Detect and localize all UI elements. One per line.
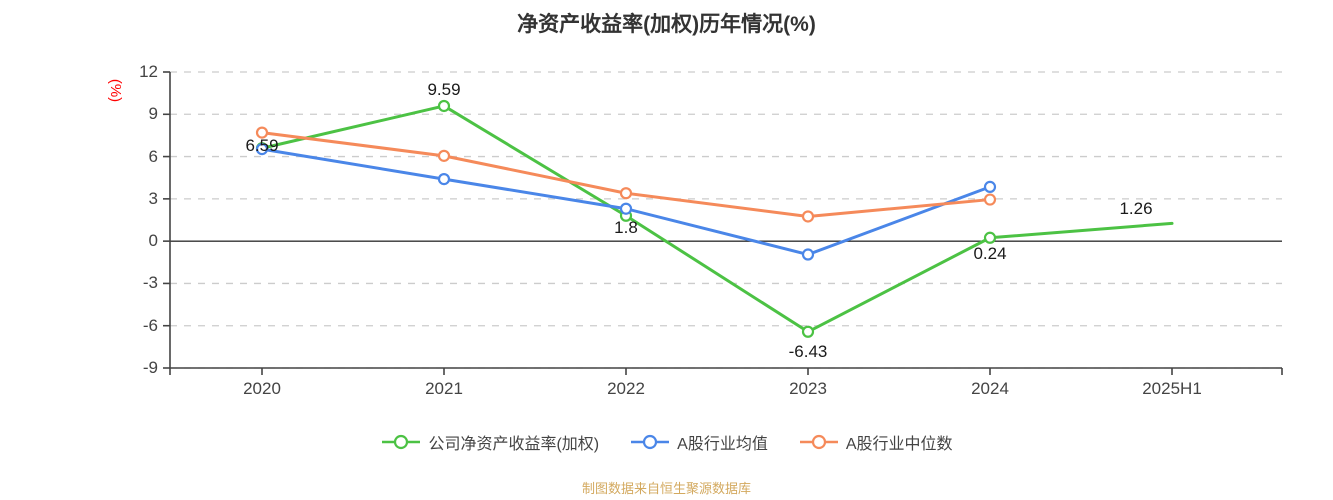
- y-tick-label: 12: [139, 62, 158, 81]
- x-tick-label: 2025H1: [1142, 379, 1202, 398]
- legend-marker-icon: [799, 434, 838, 450]
- series-marker: [255, 126, 269, 139]
- series-line: [260, 147, 992, 257]
- y-tick-label: 9: [148, 104, 158, 124]
- series-marker: [801, 325, 815, 338]
- legend-item[interactable]: A股行业中位数: [798, 430, 953, 454]
- series-marker: [619, 187, 633, 200]
- series-marker: [619, 202, 633, 215]
- y-tick-label: -9: [142, 358, 158, 377]
- series-marker: [437, 99, 451, 113]
- legend-label: A股行业中位数: [845, 436, 953, 453]
- legend-item[interactable]: 公司净资产收益率(加权): [380, 430, 599, 454]
- legend-marker-icon: [631, 434, 670, 450]
- series-marker: [983, 231, 997, 244]
- series-marker: [801, 210, 815, 223]
- data-point-label: 9.59: [427, 79, 461, 99]
- chart-title: 净资产收益率(加权)历年情况(%): [517, 13, 816, 36]
- legend-label: A股行业均值: [677, 436, 768, 453]
- y-tick-label: 6: [148, 146, 158, 166]
- series-marker: [983, 193, 997, 206]
- series-marker: [801, 248, 815, 261]
- series-marker: [437, 173, 451, 186]
- x-tick-label: 2022: [607, 379, 645, 398]
- legend-label: 公司净资产收益率(加权): [428, 436, 600, 453]
- y-tick-label: 3: [148, 188, 158, 208]
- data-point-label: 1.26: [1119, 199, 1153, 219]
- x-tick-label: 2023: [789, 379, 827, 398]
- x-tick-label: 2021: [425, 379, 463, 398]
- series-marker: [437, 149, 451, 162]
- footer-source-note: 制图数据来自恒生聚源数据库: [581, 481, 751, 496]
- x-tick-label: 2020: [243, 379, 281, 398]
- x-tick-label: 2024: [971, 379, 1009, 398]
- y-tick-label: 0: [148, 231, 158, 251]
- series-marker: [983, 180, 997, 193]
- legend-item[interactable]: A股行业均值: [629, 430, 768, 454]
- legend-marker-icon: [382, 434, 421, 450]
- chart-legend: 公司净资产收益率(加权) A股行业均值 A股行业中位数: [0, 430, 1333, 454]
- series-line: [260, 104, 1174, 334]
- data-point-label: 6.59: [245, 136, 279, 156]
- data-point-label: 0.24: [973, 243, 1007, 263]
- data-point-label: 1.8: [614, 217, 638, 237]
- y-tick-label: -6: [142, 315, 158, 335]
- y-tick-label: -3: [142, 273, 158, 293]
- data-point-label: -6.43: [788, 341, 828, 361]
- series-marker: [255, 143, 269, 156]
